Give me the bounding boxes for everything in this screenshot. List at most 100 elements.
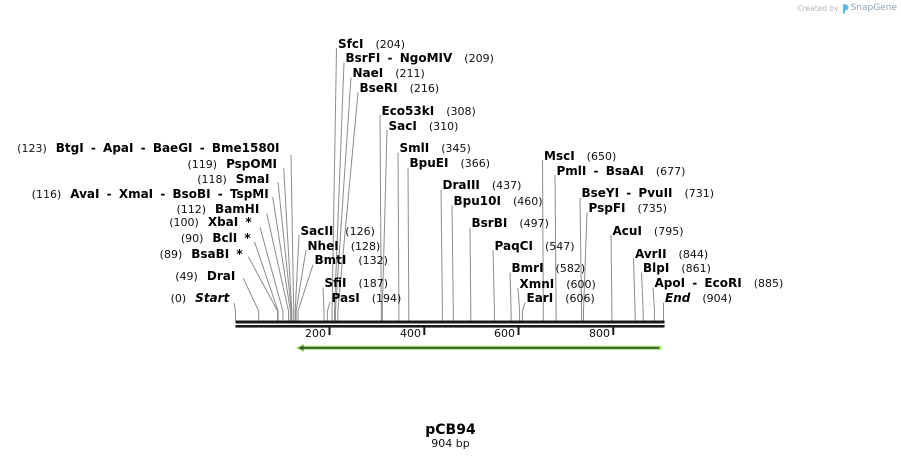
enzyme-name: EarI bbox=[526, 291, 554, 306]
ruler-label-200: 200 bbox=[305, 327, 326, 340]
site-position: (885) bbox=[753, 277, 784, 291]
enzyme-name: BmtI bbox=[314, 253, 347, 268]
enzyme-label-btgi-apai-baegi-bme1580i[interactable]: (123) BtgI - ApaI - BaeGI - Bme1580I bbox=[17, 139, 280, 155]
connector-msci bbox=[542, 159, 544, 321]
site-position: (582) bbox=[555, 262, 586, 276]
enzyme-label-sfii[interactable]: SfiI (187) bbox=[324, 274, 389, 291]
enzyme-name: AcuI bbox=[612, 223, 642, 238]
start-marker: Start bbox=[195, 291, 230, 306]
enzyme-label-sacii[interactable]: SacII (126) bbox=[301, 222, 375, 238]
enzyme-label-xbai[interactable]: (100) XbaI * bbox=[169, 213, 251, 229]
enzyme-label-bmri[interactable]: BmrI (582) bbox=[511, 259, 586, 276]
site-position: (132) bbox=[358, 254, 388, 268]
enzyme-label-bpuei[interactable]: BpuEI (366) bbox=[409, 154, 491, 171]
enzyme-label-apoi-ecori[interactable]: ApoI - EcoRI (885) bbox=[654, 274, 784, 291]
enzyme-label-acui[interactable]: AcuI (795) bbox=[612, 222, 684, 238]
enzyme-label-bsrbi[interactable]: BsrBI (497) bbox=[471, 214, 549, 231]
site-position: (216) bbox=[409, 82, 440, 95]
site-position: (128) bbox=[350, 239, 381, 253]
connector-sacii bbox=[294, 234, 300, 321]
enzyme-label-bmti[interactable]: BmtI (132) bbox=[314, 251, 388, 268]
enzyme-name: SmaI bbox=[235, 171, 270, 186]
site-position: (904) bbox=[702, 292, 732, 306]
snapgene-branding: Created by SnapGene bbox=[797, 2, 897, 14]
enzyme-label-blpi[interactable]: BlpI (861) bbox=[643, 259, 711, 275]
enzyme-name: PspOMI bbox=[226, 156, 277, 171]
site-position: (844) bbox=[678, 247, 709, 261]
enzyme-label-avrii[interactable]: AvrII (844) bbox=[635, 245, 709, 261]
site-position: (310) bbox=[428, 119, 459, 133]
enzyme-label-naei[interactable]: NaeI (211) bbox=[353, 64, 425, 80]
enzyme-name: Bpu10I bbox=[453, 193, 501, 208]
site-position: (89) bbox=[159, 247, 183, 261]
connector-tspmi-group bbox=[272, 196, 291, 321]
enzyme-name: BpuEI bbox=[409, 156, 449, 171]
enzyme-label-drai[interactable]: (49) DraI bbox=[175, 267, 235, 283]
feature-arrow[interactable] bbox=[295, 343, 663, 353]
enzyme-name: ApoI - EcoRI bbox=[654, 276, 742, 291]
enzyme-name: PasI bbox=[331, 290, 360, 305]
enzyme-name: SacI bbox=[388, 118, 417, 133]
connector-bpuei bbox=[407, 167, 410, 321]
connector-xmni bbox=[517, 288, 521, 321]
sequence-end-label[interactable]: End (904) bbox=[665, 289, 732, 306]
enzyme-label-bamhi[interactable]: (112) BamHI bbox=[176, 200, 260, 216]
enzyme-name: AvrII bbox=[635, 246, 667, 261]
site-position: (497) bbox=[519, 217, 549, 231]
enzyme-label-pspfi[interactable]: PspFI (735) bbox=[589, 199, 668, 216]
enzyme-label-nhei[interactable]: NheI (128) bbox=[307, 237, 381, 253]
enzyme-label-eco53ki[interactable]: Eco53kI (308) bbox=[382, 102, 476, 118]
connector-saci bbox=[381, 129, 388, 321]
site-position: (0) bbox=[170, 292, 187, 306]
enzyme-label-paqci[interactable]: PaqCI (547) bbox=[495, 237, 575, 253]
enzyme-name: BtgI - ApaI - BaeGI - Bme1580I bbox=[55, 140, 280, 155]
enzyme-name: BamHI bbox=[215, 201, 260, 216]
ruler-label-800: 800 bbox=[589, 327, 610, 340]
connector-bamhi bbox=[266, 213, 289, 321]
enzyme-name: NheI bbox=[307, 238, 339, 253]
enzyme-name: SfiI bbox=[324, 276, 347, 291]
enzyme-label-bseyi-pvuii[interactable]: BseYI - PvuII (731) bbox=[582, 184, 715, 200]
enzyme-label-msci[interactable]: MscI (650) bbox=[544, 147, 616, 163]
enzyme-label-draiii[interactable]: DraIII (437) bbox=[443, 176, 522, 192]
enzyme-label-avai-xmai-bsobi-tspmi[interactable]: (116) AvaI - XmaI - BsoBI - TspMI bbox=[32, 185, 269, 201]
enzyme-label-bseri[interactable]: BseRI (216) bbox=[359, 79, 440, 95]
enzyme-label-bsrfi-ngomiv[interactable]: BsrFI - NgoMIV (209) bbox=[346, 49, 494, 65]
enzyme-label-bcli[interactable]: (90) BclI * bbox=[181, 229, 251, 245]
ruler-ticks bbox=[328, 327, 615, 335]
site-position: (49) bbox=[175, 269, 198, 283]
enzyme-label-pspomi[interactable]: (119) PspOMI bbox=[187, 155, 277, 171]
connector-eco53ki bbox=[379, 114, 382, 321]
enzyme-label-xmni[interactable]: XmnI (600) bbox=[519, 275, 596, 291]
enzyme-label-smai[interactable]: (118) SmaI bbox=[197, 170, 270, 186]
dna-backbone[interactable] bbox=[235, 320, 665, 328]
enzyme-label-saci[interactable]: SacI (310) bbox=[388, 117, 459, 133]
site-position: (119) bbox=[187, 157, 218, 171]
enzyme-label-smli[interactable]: SmlI (345) bbox=[400, 139, 471, 155]
site-position: (123) bbox=[17, 141, 47, 155]
enzyme-name: BsrBI bbox=[471, 216, 508, 231]
connector-smli bbox=[397, 152, 400, 321]
enzyme-label-pmli-bsaai[interactable]: PmlI - BsaAI (677) bbox=[557, 162, 686, 178]
snapgene-logo-icon bbox=[842, 3, 849, 13]
site-position: (547) bbox=[544, 239, 575, 253]
connector-eari bbox=[521, 302, 526, 321]
enzyme-name: BmrI bbox=[511, 261, 544, 276]
enzyme-name: BsaBI * bbox=[191, 246, 243, 261]
enzyme-name: BseRI bbox=[359, 81, 398, 95]
enzyme-name: XmnI bbox=[519, 276, 555, 291]
enzyme-label-bpu10i[interactable]: Bpu10I (460) bbox=[453, 192, 543, 208]
enzyme-label-pasi[interactable]: PasI (194) bbox=[331, 289, 402, 305]
sequence-title: pCB94 bbox=[425, 422, 476, 438]
connector-bsrfi-ngomiv bbox=[334, 62, 345, 321]
connector-sfci bbox=[331, 47, 337, 321]
site-position: (735) bbox=[637, 202, 668, 216]
end-marker: End bbox=[665, 291, 691, 306]
enzyme-label-eari[interactable]: EarI (606) bbox=[526, 289, 595, 306]
connector-nhei bbox=[295, 249, 307, 321]
enzyme-label-sfci[interactable]: SfcI (204) bbox=[338, 35, 405, 51]
site-position: (118) bbox=[197, 172, 227, 186]
sequence-start-label[interactable]: (0) Start bbox=[170, 289, 230, 306]
enzyme-label-bsabi[interactable]: (89) BsaBI * bbox=[159, 245, 243, 261]
